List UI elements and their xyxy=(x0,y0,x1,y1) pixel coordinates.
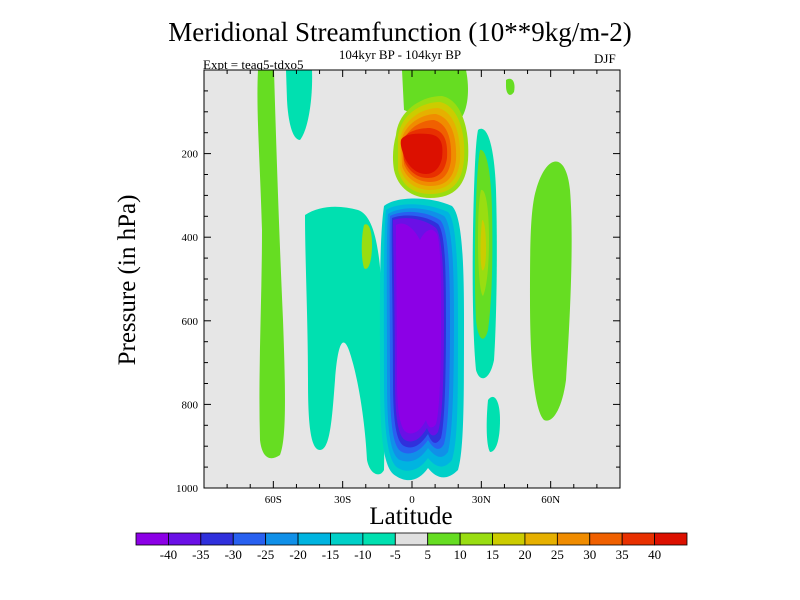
contour-region xyxy=(361,224,372,269)
colorbar-swatch xyxy=(200,532,234,546)
x-tick-label: 0 xyxy=(409,494,415,506)
contour-field xyxy=(257,70,572,481)
colorbar-swatch xyxy=(330,532,364,546)
colorbar-swatch xyxy=(654,532,688,546)
x-tick-label: 30S xyxy=(334,494,351,506)
x-tick-label: 30N xyxy=(472,494,491,506)
colorbar-label: -15 xyxy=(322,547,339,562)
colorbar-label: -10 xyxy=(354,547,371,562)
y-tick-label: 1000 xyxy=(176,483,199,495)
colorbar-label: 20 xyxy=(518,547,531,562)
y-tick-label: 800 xyxy=(182,399,199,411)
colorbar: -40 -35 -30 -25 -20 -15 -10 -5 5 10 15 20 25 30 35 40 xyxy=(135,532,688,562)
y-tick-label: 400 xyxy=(182,232,199,244)
colorbar-label: -20 xyxy=(289,547,306,562)
colorbar-label: 30 xyxy=(583,547,596,562)
colorbar-label: 25 xyxy=(551,547,564,562)
y-axis-ticks: 200 400 600 800 1000 xyxy=(176,90,620,495)
contour-region xyxy=(486,396,500,452)
contour-region xyxy=(257,70,285,459)
experiment-label: Expt = teaq5-tdxo5 xyxy=(203,57,304,72)
colorbar-label: -40 xyxy=(160,547,177,562)
colorbar-swatch xyxy=(168,532,202,546)
colorbar-label: 40 xyxy=(648,547,661,562)
colorbar-label: 5 xyxy=(424,547,431,562)
colorbar-label: 10 xyxy=(454,547,467,562)
chart-subtitle: 104kyr BP - 104kyr BP xyxy=(338,47,462,62)
contour-region xyxy=(506,78,515,95)
colorbar-swatch xyxy=(265,532,299,546)
x-tick-label: 60N xyxy=(541,494,560,506)
x-tick-label: 60S xyxy=(265,494,282,506)
colorbar-swatch xyxy=(427,532,461,546)
colorbar-label: -30 xyxy=(225,547,242,562)
y-tick-label: 600 xyxy=(182,316,199,328)
x-axis-label: Latitude xyxy=(369,503,453,530)
contour-region xyxy=(286,70,313,140)
contour-region xyxy=(305,206,385,475)
colorbar-swatch xyxy=(135,532,169,546)
colorbar-label: -25 xyxy=(257,547,274,562)
colorbar-swatch xyxy=(621,532,655,546)
contour-region xyxy=(530,161,572,421)
colorbar-label: 35 xyxy=(616,547,629,562)
colorbar-label: 15 xyxy=(486,547,499,562)
x-axis-ticks: 60S 30S 0 30N 60N xyxy=(203,70,621,506)
colorbar-swatch xyxy=(556,532,591,546)
season-label: DJF xyxy=(594,51,616,66)
contour-region xyxy=(396,223,441,434)
colorbar-swatch xyxy=(492,532,526,546)
contour-region xyxy=(400,133,443,174)
colorbar-swatch xyxy=(362,532,396,546)
chart-title: Meridional Streamfunction (10**9kg/m-2) xyxy=(168,17,632,47)
contour-region xyxy=(480,220,486,271)
colorbar-swatch xyxy=(589,532,623,546)
colorbar-label: -5 xyxy=(390,547,401,562)
colorbar-swatch xyxy=(459,532,493,546)
colorbar-swatch xyxy=(232,532,267,546)
colorbar-swatch xyxy=(394,532,429,546)
colorbar-swatch xyxy=(524,532,558,546)
colorbar-swatch xyxy=(297,532,331,546)
colorbar-label: -35 xyxy=(192,547,209,562)
y-tick-label: 200 xyxy=(182,149,199,161)
